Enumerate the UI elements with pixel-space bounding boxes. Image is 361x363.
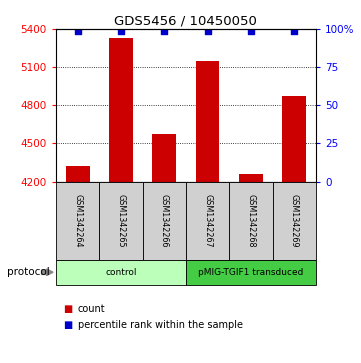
- Text: GSM1342267: GSM1342267: [203, 194, 212, 247]
- Point: [118, 28, 124, 33]
- Bar: [109, 38, 133, 182]
- Text: ■: ■: [63, 303, 73, 314]
- Bar: [196, 61, 219, 182]
- Point: [75, 28, 81, 33]
- Point: [291, 28, 297, 33]
- Text: GSM1342265: GSM1342265: [117, 194, 125, 247]
- Bar: [239, 174, 263, 182]
- Text: GSM1342264: GSM1342264: [73, 194, 82, 247]
- Bar: [66, 166, 90, 182]
- Bar: [152, 134, 176, 182]
- Text: count: count: [78, 303, 105, 314]
- Title: GDS5456 / 10450050: GDS5456 / 10450050: [114, 15, 257, 28]
- Text: GSM1342268: GSM1342268: [247, 194, 255, 247]
- Point: [161, 28, 167, 33]
- Point: [205, 28, 210, 33]
- Text: pMIG-TGIF1 transduced: pMIG-TGIF1 transduced: [198, 268, 304, 277]
- Text: GSM1342269: GSM1342269: [290, 194, 299, 247]
- Text: percentile rank within the sample: percentile rank within the sample: [78, 320, 243, 330]
- Text: protocol: protocol: [7, 267, 50, 277]
- Text: ■: ■: [63, 320, 73, 330]
- Point: [248, 28, 254, 33]
- Bar: [282, 96, 306, 182]
- Text: GSM1342266: GSM1342266: [160, 194, 169, 247]
- Text: control: control: [105, 268, 137, 277]
